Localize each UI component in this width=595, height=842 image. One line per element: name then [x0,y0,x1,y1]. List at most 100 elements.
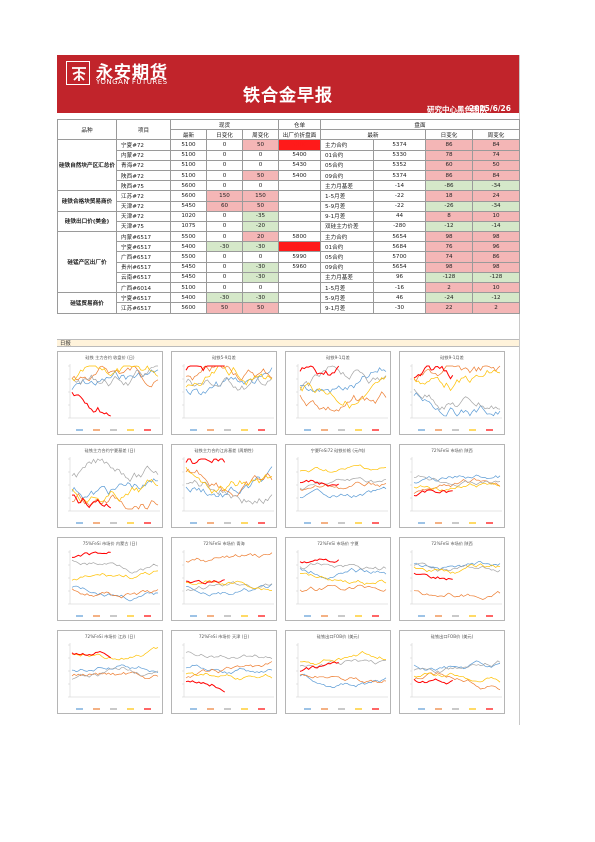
chart-series-line [185,466,273,498]
table-row: 宁夏#6517 5400 -30 -30 5890 01合约 5684 76 96 [58,241,521,253]
chart-series-line [413,562,501,573]
contract-cell: 09合约 [320,169,374,182]
chart-plot [410,457,502,524]
futures-weekly-change-cell: 2 [471,302,521,314]
chart-title: 72%FeSi 市场价 陕西 [431,541,473,546]
futures-latest-cell: 96 [373,271,426,284]
chart-thumbnail: 72%FeSi 市场价 青海 [171,537,277,621]
chart-series-line [299,486,387,499]
item-cell: 天津#72 [116,210,171,222]
contract-cell: 01合约 [320,241,374,253]
chart-series-line [299,481,387,491]
warehouse-cell: 5430 [278,159,321,171]
latest-cell: 5450 [170,271,207,284]
contract-cell: 05合约 [320,159,374,171]
yongan-logo-icon [66,61,90,85]
report-header: 永安期货 YONGAN FUTURES 铁合金早报 研究中心黑色团队 2025/… [57,55,519,114]
chart-title: 硅铁主力合约江苏基差 (周期性) [194,448,254,453]
item-cell: 广西#6517 [116,251,171,263]
futures-weekly-change-cell: 96 [471,241,521,253]
chart-thumbnail: 72%FeSi 市场价 天津 (日) [171,630,277,714]
table-row: 天津#72 5450 60 50 5-9月差 -22 -26 -34 [58,200,521,212]
chart-series-line [299,365,340,376]
latest-cell: 5100 [170,281,207,294]
futures-weekly-change-cell: 86 [471,251,521,263]
warehouse-cell [278,292,321,304]
contract-cell: 5-9月差 [320,200,374,212]
latest-cell: 5600 [170,302,207,314]
warehouse-cell [278,220,321,233]
futures-weekly-change-cell: 50 [471,159,521,171]
warehouse-cell [278,302,321,314]
weekly-change-cell: 50 [242,139,279,151]
latest-cell: 5100 [170,139,207,151]
chart-plot [182,457,274,524]
chart-series-line [299,376,387,409]
futures-latest-cell: 5700 [373,251,426,263]
group-label: 硅铁出口价(美金) [57,210,117,233]
weekly-change-cell: 0 [242,149,279,161]
futures-latest-cell: 44 [373,210,426,222]
group-label: 硅铁合格块贸易商价 [57,190,117,212]
notes-bar: 日报 [57,339,519,347]
chart-series-line [413,477,501,494]
futures-weekly-change-cell: 84 [471,169,521,182]
chart-series-line [185,680,225,693]
futures-weekly-change-cell: -14 [471,220,521,233]
latest-cell: 5100 [170,149,207,161]
chart-series-line [185,661,273,679]
warehouse-cell: 5400 [278,169,321,182]
item-cell: 天津#75 [116,220,171,233]
daily-change-cell: 0 [206,139,243,151]
futures-latest-cell: 5654 [373,231,426,243]
chart-thumbnail: 硅铁出口FOB价 (美元) [399,630,505,714]
chart-series-line [185,466,273,494]
futures-daily-change-cell: 2 [425,281,473,294]
group-label: 硅铁自然块产区汇总价 [57,139,117,192]
chart-series-line [299,562,387,571]
chart-plot [182,550,274,617]
futures-weekly-change-cell: 84 [471,139,521,151]
report-sheet: 永安期货 YONGAN FUTURES 铁合金早报 研究中心黑色团队 2025/… [57,55,521,725]
futures-daily-change-cell: 98 [425,261,473,273]
chart-series-line [71,666,159,680]
col-latest: 最新 [170,129,207,141]
daily-change-cell: 0 [206,210,243,222]
chart-series-line [413,489,453,497]
brand-name-en: YONGAN FUTURES [96,78,168,86]
chart-series-line [299,584,387,592]
futures-latest-cell: 5352 [373,159,426,171]
table-row: 硅锰产区出厂价 内蒙#6517 5500 0 20 5800 主力合约 5654 98 98 [57,231,521,294]
chart-series-line [185,580,272,591]
chart-plot [296,457,388,524]
chart-title: 硅铁9-1月差 [326,355,350,360]
latest-cell: 1075 [170,220,207,233]
weekly-change-cell: -30 [242,241,279,253]
chart-title: 硅铁出口FOB价 (美元) [430,634,474,639]
chart-series-line [413,590,501,600]
chart-thumbnail: 硅铁主力合约江苏基差 (周期性) [171,444,277,528]
weekly-change-cell: -30 [242,271,279,284]
report-date: 2025/6/26 [468,104,511,113]
chart-series-line [71,391,111,417]
warehouse-cell: 5800 [278,231,321,243]
futures-weekly-change-cell: -12 [471,292,521,304]
futures-daily-change-cell: 86 [425,139,473,151]
futures-latest-cell: 5654 [373,261,426,273]
item-cell: 陕西#72 [116,169,171,182]
daily-change-cell: -30 [206,292,243,304]
latest-cell: 5500 [170,251,207,263]
chart-thumbnail: 72%FeSi 市场价 江苏 (日) [57,630,163,714]
contract-cell: 主力合约 [320,139,374,151]
chart-thumbnail: 75%FeSi 市场价 内蒙古 (日) [57,537,163,621]
chart-title: 72%FeSi 市场价 青海 [203,541,245,546]
table-row: 广西#6014 5100 0 0 1-5月差 -16 2 10 [58,281,521,294]
chart-series-line [71,585,159,602]
daily-change-cell: 0 [206,180,243,192]
chart-series-line [185,581,273,591]
chart-plot [296,643,388,710]
futures-latest-cell: 5374 [373,169,426,182]
latest-cell: 5600 [170,190,207,202]
weekly-change-cell: -30 [242,261,279,273]
col-weekly-change: 周变化 [242,129,279,141]
